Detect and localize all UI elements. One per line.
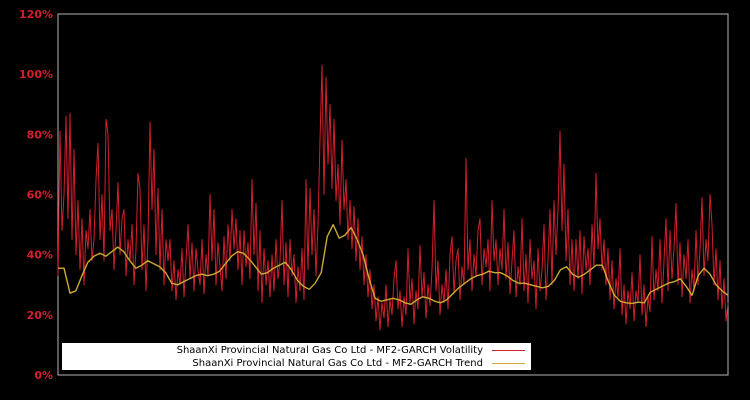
volatility-line [57,64,729,331]
legend-label-volatility: ShaanXi Provincial Natural Gas Co Ltd - … [176,344,483,356]
y-tick-label: 60% [27,189,53,202]
trend-line [58,223,729,305]
legend-label-trend: ShaanXi Provincial Natural Gas Co Ltd - … [192,357,483,369]
legend-item-volatility: ShaanXi Provincial Natural Gas Co Ltd - … [62,344,531,357]
trend-line-swatch-icon [492,362,525,364]
legend-item-trend: ShaanXi Provincial Natural Gas Co Ltd - … [62,357,531,370]
y-tick-label: 20% [27,309,53,322]
y-tick-label: 0% [34,369,53,382]
y-tick-label: 100% [19,68,53,81]
y-tick-label: 120% [19,8,53,21]
axes-frame [57,13,729,376]
y-tick-label: 80% [27,128,53,141]
y-tick-label: 40% [27,249,53,262]
volatility-line-swatch-icon [492,349,525,351]
legend: ShaanXi Provincial Natural Gas Co Ltd - … [62,343,531,370]
